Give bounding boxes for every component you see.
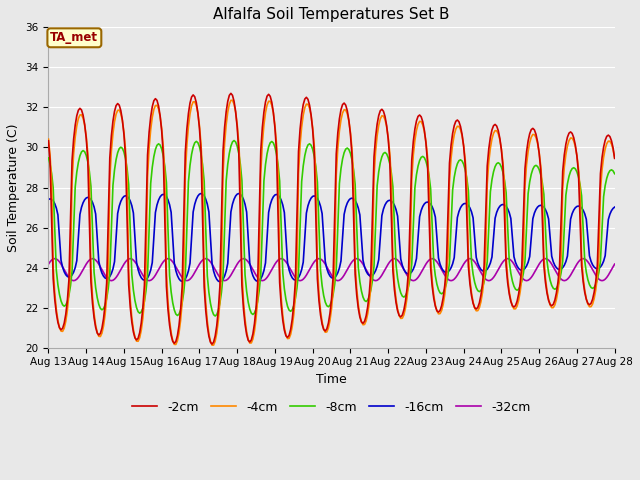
-2cm <box>402 299 410 304</box>
-4cm <box>45 136 52 142</box>
-8cm <box>611 171 618 177</box>
-16cm <box>45 196 52 202</box>
-4cm <box>228 97 236 103</box>
-2cm <box>611 156 618 161</box>
-16cm <box>389 200 397 205</box>
Line: -4cm: -4cm <box>49 100 614 345</box>
-8cm <box>211 313 219 319</box>
-4cm <box>545 297 552 302</box>
-32cm <box>51 256 59 262</box>
Line: -32cm: -32cm <box>49 259 614 281</box>
-4cm <box>60 325 68 331</box>
-32cm <box>545 257 552 263</box>
-4cm <box>370 174 378 180</box>
-32cm <box>62 270 70 276</box>
-8cm <box>402 293 410 299</box>
-4cm <box>402 305 410 311</box>
-2cm <box>227 90 235 96</box>
-8cm <box>60 303 68 309</box>
-32cm <box>45 261 52 267</box>
-8cm <box>150 154 157 159</box>
-8cm <box>45 155 52 161</box>
-2cm <box>45 138 52 144</box>
-4cm <box>611 155 618 161</box>
-4cm <box>150 107 157 112</box>
Text: TA_met: TA_met <box>51 31 99 44</box>
-16cm <box>197 191 205 196</box>
Line: -16cm: -16cm <box>49 193 614 282</box>
-8cm <box>230 138 238 144</box>
-8cm <box>370 264 378 269</box>
X-axis label: Time: Time <box>316 373 347 386</box>
Line: -2cm: -2cm <box>49 93 614 344</box>
-32cm <box>611 261 618 267</box>
-16cm <box>150 235 157 240</box>
Y-axis label: Soil Temperature (C): Soil Temperature (C) <box>7 123 20 252</box>
-32cm <box>70 278 77 284</box>
-8cm <box>389 184 397 190</box>
-16cm <box>402 269 410 275</box>
-2cm <box>370 154 378 160</box>
Line: -8cm: -8cm <box>49 141 614 316</box>
-8cm <box>545 270 552 276</box>
-2cm <box>150 98 157 104</box>
-16cm <box>611 204 618 210</box>
-2cm <box>60 320 68 326</box>
-16cm <box>545 216 552 222</box>
-32cm <box>402 270 410 276</box>
-4cm <box>389 256 397 262</box>
-32cm <box>370 277 378 283</box>
-16cm <box>216 279 224 285</box>
Legend: -2cm, -4cm, -8cm, -16cm, -32cm: -2cm, -4cm, -8cm, -16cm, -32cm <box>127 396 536 419</box>
-4cm <box>208 342 216 348</box>
-32cm <box>389 256 397 262</box>
-32cm <box>153 270 161 276</box>
-16cm <box>370 271 378 276</box>
-2cm <box>545 298 552 303</box>
-2cm <box>389 268 397 274</box>
-16cm <box>60 269 68 275</box>
Title: Alfalfa Soil Temperatures Set B: Alfalfa Soil Temperatures Set B <box>213 7 450 22</box>
-2cm <box>208 341 216 347</box>
